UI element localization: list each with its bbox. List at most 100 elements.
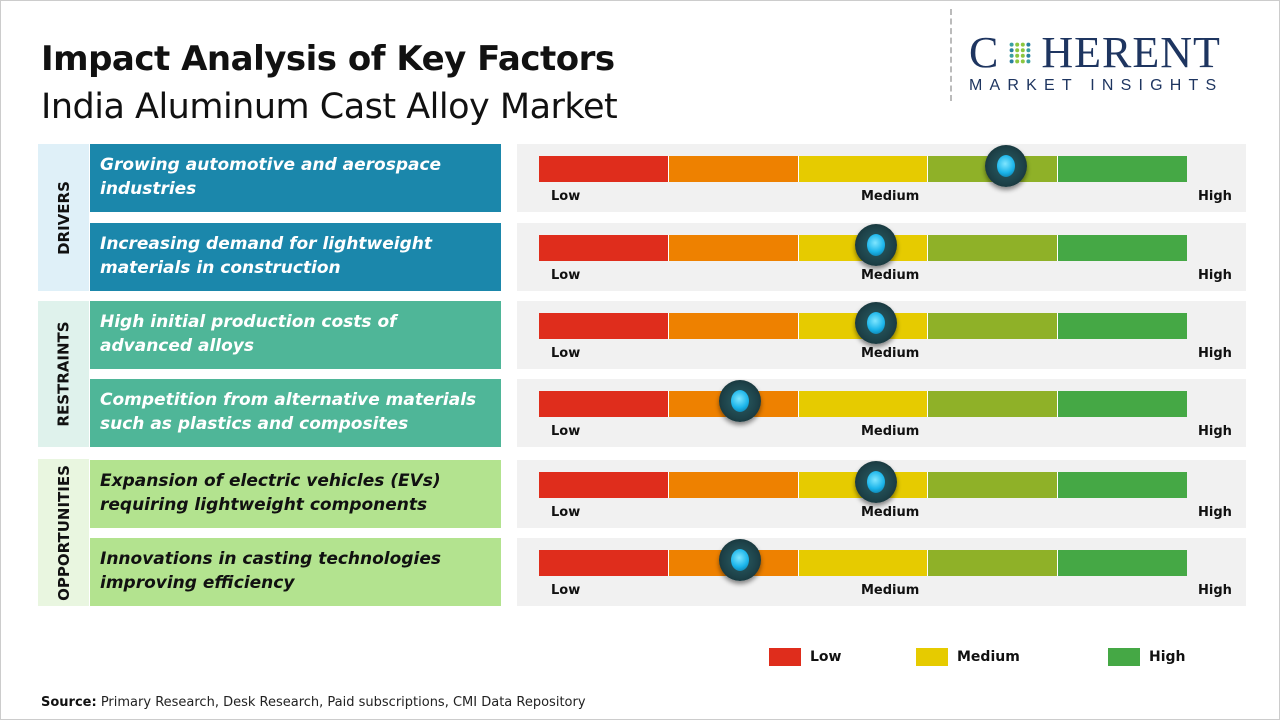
globe-dot [1015, 48, 1020, 53]
scale-segment [1058, 472, 1187, 498]
coherent-logo: C HERENT MARKET INSIGHTS [969, 28, 1224, 95]
impact-gauge: Low Medium High [517, 379, 1246, 447]
globe-dot [1015, 42, 1020, 47]
factor-text: Expansion of electric vehicles (EVs) req… [90, 460, 501, 528]
scale-label-medium: Medium [861, 268, 920, 283]
logo-divider [950, 9, 952, 101]
scale-segment [539, 235, 669, 261]
globe-dot [1026, 53, 1031, 58]
source-text: Primary Research, Desk Research, Paid su… [96, 695, 586, 710]
scale-label-low: Low [551, 583, 581, 598]
impact-gauge: Low Medium High [517, 223, 1246, 291]
impact-gauge: Low Medium High [517, 460, 1246, 528]
impact-marker-knob [984, 145, 1027, 187]
scale-segment [539, 472, 669, 498]
globe-dot [1009, 59, 1014, 64]
scale-segment [539, 156, 669, 182]
scale-segment [928, 391, 1059, 417]
section-label: OPPORTUNITIES [54, 464, 73, 601]
scale-label-medium: Medium [861, 346, 920, 361]
scale-label-low: Low [551, 189, 581, 204]
factor-text: Increasing demand for lightweight materi… [90, 223, 501, 291]
factor-text: Growing automotive and aerospace industr… [90, 144, 501, 212]
scale-segment [668, 313, 799, 339]
impact-gauge: Low Medium High [517, 144, 1246, 212]
scale-segment [1058, 391, 1187, 417]
scale-segment [928, 235, 1059, 261]
scale-segment [1058, 156, 1187, 182]
legend-label: High [1149, 649, 1186, 665]
scale-segment [1058, 235, 1187, 261]
factor-text: High initial production costs of advance… [90, 301, 501, 369]
source-label: Source: [41, 695, 97, 710]
impact-marker-knob [854, 224, 897, 266]
scale-label-low: Low [551, 346, 581, 361]
scale-segment [798, 391, 929, 417]
scale-segment [668, 472, 799, 498]
scale-label-medium: Medium [861, 583, 920, 598]
scale-label-low: Low [551, 424, 581, 439]
impact-gauge: Low Medium High [517, 301, 1246, 369]
page-subtitle: India Aluminum Cast Alloy Market [41, 87, 618, 127]
impact-scale-bar [539, 391, 1187, 417]
impact-marker-knob [718, 539, 761, 581]
scale-segment [539, 550, 669, 576]
legend-item: Low [769, 648, 841, 666]
scale-segment [928, 550, 1059, 576]
globe-dot [1026, 48, 1031, 53]
scale-segment [928, 472, 1059, 498]
globe-dot [1021, 48, 1026, 53]
scale-segment [1058, 550, 1187, 576]
legend-label: Medium [957, 649, 1020, 665]
globe-dot [1021, 42, 1026, 47]
legend-label: Low [810, 649, 842, 665]
globe-dot [1015, 59, 1020, 64]
scale-label-medium: Medium [861, 505, 920, 520]
section-opportunities: OPPORTUNITIES [38, 459, 89, 606]
scale-segment [668, 156, 799, 182]
globe-dot [1021, 59, 1026, 64]
globe-dot [1021, 53, 1026, 58]
globe-icon [1009, 42, 1031, 64]
scale-label-high: High [1198, 346, 1232, 361]
scale-label-high: High [1198, 268, 1232, 283]
scale-segment [798, 550, 929, 576]
factor-text: Competition from alternative materials s… [90, 379, 501, 447]
impact-gauge: Low Medium High [517, 538, 1246, 606]
scale-segment [539, 313, 669, 339]
impact-scale-bar [539, 156, 1187, 182]
globe-dot [1009, 42, 1014, 47]
scale-segment [798, 156, 929, 182]
legend-item: High [1108, 648, 1186, 666]
scale-label-high: High [1198, 424, 1232, 439]
scale-segment [928, 313, 1059, 339]
section-drivers: DRIVERS [38, 144, 89, 291]
impact-scale-bar [539, 313, 1187, 339]
section-label: RESTRAINTS [54, 321, 73, 427]
scale-label-low: Low [551, 505, 581, 520]
scale-label-high: High [1198, 505, 1232, 520]
legend-swatch [1108, 648, 1140, 666]
globe-dot [1009, 53, 1014, 58]
impact-scale-bar [539, 550, 1187, 576]
impact-marker-knob [854, 302, 897, 344]
scale-segment [539, 391, 669, 417]
legend-swatch [916, 648, 948, 666]
legend-item: Medium [916, 648, 1020, 666]
page-title: Impact Analysis of Key Factors [41, 39, 615, 79]
impact-marker-knob [854, 461, 897, 503]
globe-dot [1026, 42, 1031, 47]
impact-marker-knob [718, 380, 761, 422]
factor-text: Innovations in casting technologies impr… [90, 538, 501, 606]
scale-segment [668, 235, 799, 261]
globe-dot [1009, 48, 1014, 53]
scale-label-high: High [1198, 189, 1232, 204]
scale-label-medium: Medium [861, 424, 920, 439]
source-note: Source: Primary Research, Desk Research,… [41, 695, 586, 710]
scale-segment [1058, 313, 1187, 339]
legend-swatch [769, 648, 801, 666]
scale-label-high: High [1198, 583, 1232, 598]
scale-label-low: Low [551, 268, 581, 283]
globe-dot [1026, 59, 1031, 64]
section-restraints: RESTRAINTS [38, 301, 89, 447]
